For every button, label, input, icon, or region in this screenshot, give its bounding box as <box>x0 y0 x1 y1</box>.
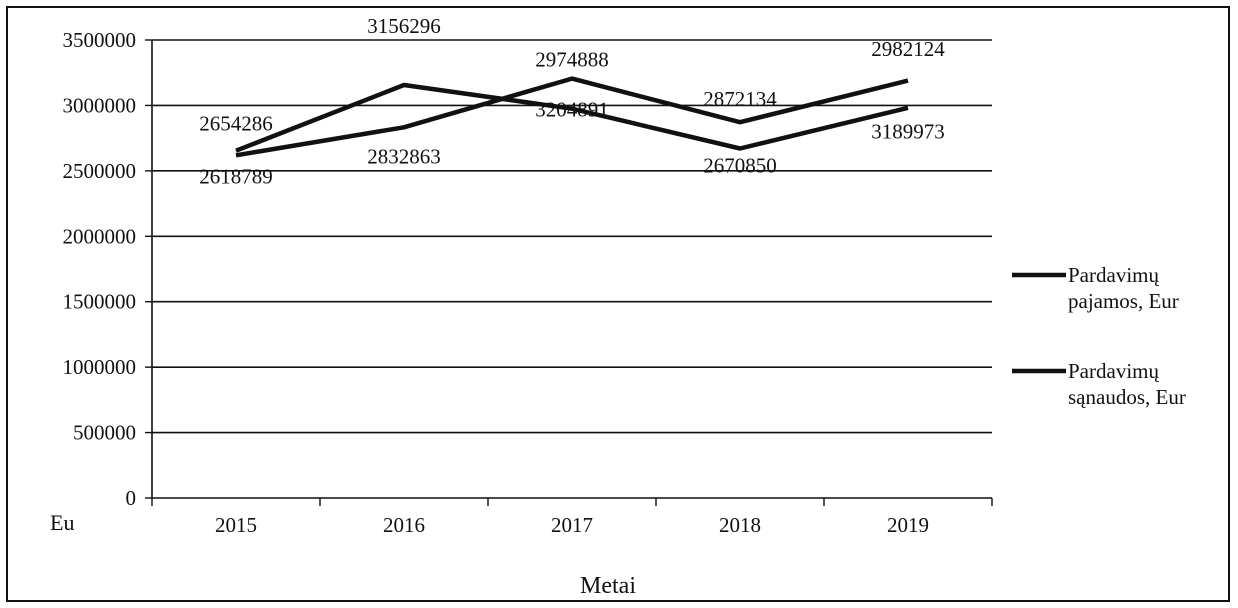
x-axis-label: Metai <box>580 573 636 599</box>
x-tick-label: 2016 <box>383 513 425 537</box>
y-tick-label: 2000000 <box>63 224 137 248</box>
y-tick-label: 0 <box>126 486 137 510</box>
data-label: 2618789 <box>199 164 273 188</box>
x-tick-label: 2018 <box>719 513 761 537</box>
series-lines <box>235 76 909 158</box>
y-tick-label: 500000 <box>73 421 136 445</box>
data-label: 2982124 <box>871 37 945 61</box>
x-tick-label: 2019 <box>887 513 929 537</box>
x-tick-label: 2015 <box>215 513 257 537</box>
data-label: 2974888 <box>535 48 609 72</box>
data-label: 2872134 <box>703 87 777 111</box>
y-tick-label: 1000000 <box>63 355 137 379</box>
series-line-2 <box>235 76 909 158</box>
data-labels: 2654286 3156296 2974888 2670850 2982124 26187… <box>199 14 945 188</box>
data-label: 3189973 <box>871 120 945 144</box>
legend-label: Pardavimų sąnaudos, Eur <box>1068 359 1186 409</box>
y-tick-label: 2500000 <box>63 159 137 183</box>
data-label: 2654286 <box>199 112 273 136</box>
y-tick-label: 3500000 <box>63 28 137 52</box>
y-axis-label: Eu <box>50 510 74 535</box>
y-tick-label: 3000000 <box>63 93 137 117</box>
y-tick-label: 1500000 <box>63 290 137 314</box>
x-tick-label: 2017 <box>551 513 593 537</box>
y-axis: 0 500000 1000000 1500000 2000000 2500000 30000… <box>63 28 153 510</box>
data-label: 2832863 <box>367 144 441 168</box>
x-axis: 2015 2016 2017 2018 2019 <box>151 497 993 537</box>
data-label: 2670850 <box>703 154 777 178</box>
legend-label: Pardavimų pajamos, Eur <box>1068 263 1179 313</box>
data-label: 3204891 <box>535 98 609 122</box>
legend: Pardavimų pajamos, Eur Pardavimų sąnaudos, … <box>1012 263 1186 409</box>
series-line-1 <box>235 82 909 153</box>
data-label: 3156296 <box>367 14 441 38</box>
gridlines <box>152 39 992 434</box>
